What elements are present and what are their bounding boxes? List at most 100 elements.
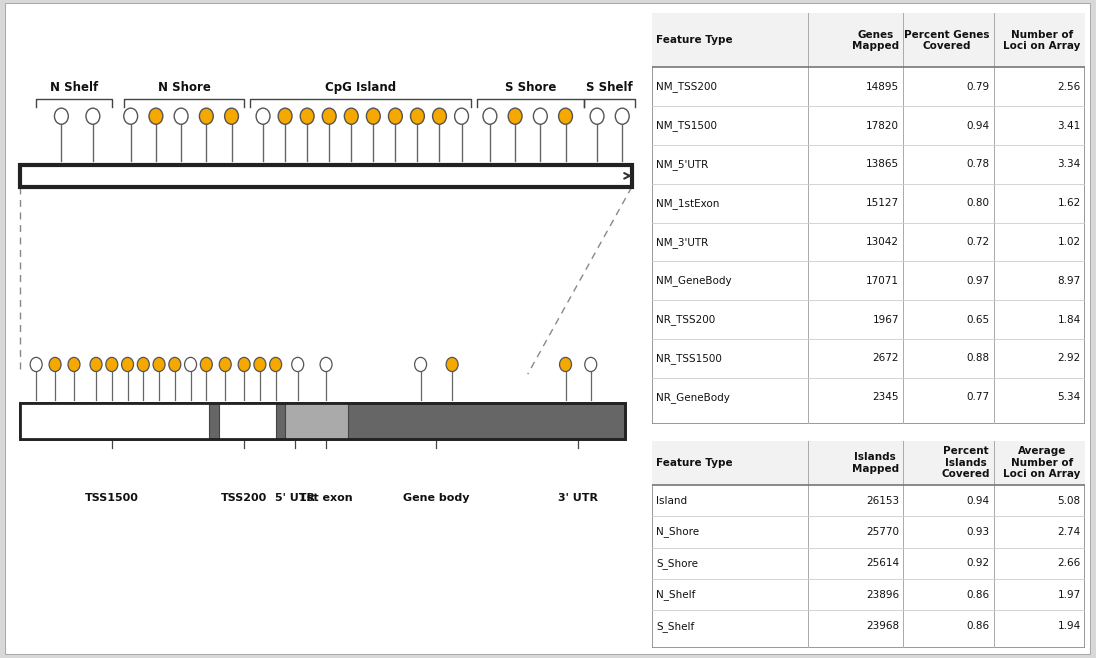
Text: 0.88: 0.88 <box>967 353 990 363</box>
Text: S Shelf: S Shelf <box>586 81 633 93</box>
Ellipse shape <box>615 108 629 124</box>
Ellipse shape <box>106 357 117 372</box>
Ellipse shape <box>455 108 468 124</box>
Ellipse shape <box>483 108 496 124</box>
Ellipse shape <box>300 108 315 124</box>
Text: NM_1stExon: NM_1stExon <box>657 198 720 209</box>
Bar <box>285 403 349 439</box>
Ellipse shape <box>31 357 42 372</box>
Text: 1st exon: 1st exon <box>299 494 353 503</box>
Text: 1.84: 1.84 <box>1058 315 1081 324</box>
Text: Number of
Loci on Array: Number of Loci on Array <box>1003 30 1081 51</box>
Ellipse shape <box>590 108 604 124</box>
Text: 15127: 15127 <box>866 198 899 209</box>
Ellipse shape <box>320 357 332 372</box>
Ellipse shape <box>254 357 266 372</box>
Ellipse shape <box>124 108 138 124</box>
Bar <box>219 403 276 439</box>
Ellipse shape <box>446 357 458 372</box>
Ellipse shape <box>68 357 80 372</box>
Text: 0.97: 0.97 <box>967 276 990 286</box>
Ellipse shape <box>585 357 596 372</box>
Text: Percent
Islands
Covered: Percent Islands Covered <box>941 446 990 480</box>
Ellipse shape <box>560 357 571 372</box>
Text: 3.41: 3.41 <box>1058 120 1081 131</box>
Text: 1.02: 1.02 <box>1058 237 1081 247</box>
Ellipse shape <box>559 108 572 124</box>
Ellipse shape <box>433 108 446 124</box>
Text: 1967: 1967 <box>872 315 899 324</box>
Bar <box>21 403 626 439</box>
Ellipse shape <box>292 357 304 372</box>
Text: N Shore: N Shore <box>158 81 210 93</box>
Ellipse shape <box>256 108 270 124</box>
Text: 3' UTR: 3' UTR <box>558 494 598 503</box>
Text: NM_5'UTR: NM_5'UTR <box>657 159 709 170</box>
Ellipse shape <box>411 108 424 124</box>
Text: 2.74: 2.74 <box>1058 527 1081 537</box>
Text: Gene body: Gene body <box>403 494 469 503</box>
Ellipse shape <box>388 108 402 124</box>
Ellipse shape <box>122 357 134 372</box>
Text: 5.34: 5.34 <box>1058 392 1081 402</box>
Text: Average
Number of
Loci on Array: Average Number of Loci on Array <box>1003 446 1081 480</box>
Text: 25770: 25770 <box>866 527 899 537</box>
Text: 0.77: 0.77 <box>967 392 990 402</box>
Text: Percent Genes
Covered: Percent Genes Covered <box>904 30 990 51</box>
Text: N_Shore: N_Shore <box>657 526 699 538</box>
Ellipse shape <box>90 357 102 372</box>
Ellipse shape <box>225 108 239 124</box>
Bar <box>21 403 209 439</box>
Bar <box>652 13 1085 68</box>
Ellipse shape <box>322 108 336 124</box>
Ellipse shape <box>55 108 68 124</box>
Text: S_Shelf: S_Shelf <box>657 620 695 632</box>
Text: 0.92: 0.92 <box>967 559 990 569</box>
Ellipse shape <box>238 357 250 372</box>
Text: NR_GeneBody: NR_GeneBody <box>657 392 730 403</box>
Text: 0.79: 0.79 <box>967 82 990 92</box>
Text: CpG Island: CpG Island <box>326 81 397 93</box>
Text: 25614: 25614 <box>866 559 899 569</box>
Text: Genes
Mapped: Genes Mapped <box>852 30 899 51</box>
Text: Islands
Mapped: Islands Mapped <box>852 452 899 474</box>
Text: Feature Type: Feature Type <box>657 458 733 468</box>
Text: 1.97: 1.97 <box>1058 590 1081 599</box>
Ellipse shape <box>278 108 292 124</box>
Ellipse shape <box>219 357 231 372</box>
Text: 14895: 14895 <box>866 82 899 92</box>
Ellipse shape <box>366 108 380 124</box>
Text: 26153: 26153 <box>866 495 899 505</box>
Text: 0.78: 0.78 <box>967 159 990 170</box>
FancyBboxPatch shape <box>21 164 631 187</box>
Ellipse shape <box>199 108 214 124</box>
Bar <box>652 441 1085 485</box>
Text: 23896: 23896 <box>866 590 899 599</box>
Text: 0.72: 0.72 <box>967 237 990 247</box>
Ellipse shape <box>153 357 165 372</box>
Text: TSS200: TSS200 <box>221 494 267 503</box>
Ellipse shape <box>85 108 100 124</box>
Text: N_Shelf: N_Shelf <box>657 590 696 600</box>
Text: 5' UTR: 5' UTR <box>275 494 315 503</box>
Text: S Shore: S Shore <box>505 81 557 93</box>
Text: 13865: 13865 <box>866 159 899 170</box>
Ellipse shape <box>184 357 196 372</box>
Text: 17820: 17820 <box>866 120 899 131</box>
Text: 5.08: 5.08 <box>1058 495 1081 505</box>
Text: N Shelf: N Shelf <box>49 81 99 93</box>
Text: 23968: 23968 <box>866 621 899 631</box>
Text: 2345: 2345 <box>872 392 899 402</box>
Text: 0.80: 0.80 <box>967 198 990 209</box>
Text: Feature Type: Feature Type <box>657 36 733 45</box>
Text: 1.62: 1.62 <box>1058 198 1081 209</box>
Ellipse shape <box>414 357 426 372</box>
Ellipse shape <box>270 357 282 372</box>
Text: 2672: 2672 <box>872 353 899 363</box>
Text: 0.94: 0.94 <box>967 120 990 131</box>
Text: NM_TSS200: NM_TSS200 <box>657 82 718 92</box>
Ellipse shape <box>149 108 163 124</box>
Bar <box>21 403 626 439</box>
Text: 0.86: 0.86 <box>967 621 990 631</box>
Text: TSS1500: TSS1500 <box>84 494 139 503</box>
